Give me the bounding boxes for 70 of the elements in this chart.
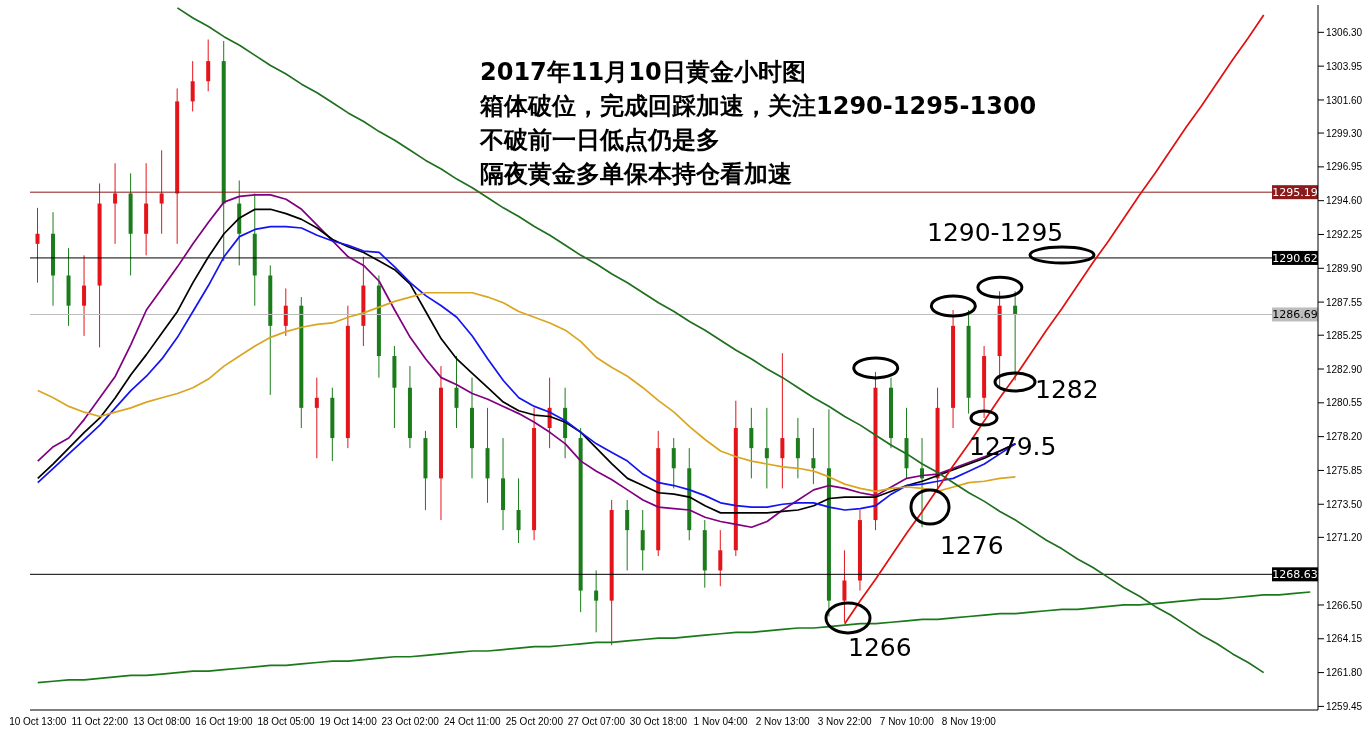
- candlestick: [190, 60, 195, 112]
- y-tick-label: 1287.55: [1326, 296, 1363, 308]
- annotation: 隔夜黄金多单保本持仓看加速: [480, 160, 792, 188]
- candlestick: [206, 39, 211, 92]
- candlestick: [795, 417, 800, 479]
- x-tick-label: 24 Oct 11:00: [444, 716, 501, 728]
- annotation: 1290-1295: [927, 218, 1064, 247]
- y-tick-label: 1296.95: [1326, 161, 1363, 173]
- y-tick-label: 1259.45: [1326, 700, 1363, 712]
- candlestick: [82, 254, 87, 337]
- annotation: 不破前一日低点仍是多: [479, 126, 720, 154]
- y-tick-label: 1285.25: [1326, 329, 1363, 341]
- candlestick: [594, 569, 599, 633]
- candlestick: [671, 437, 676, 489]
- x-tick-label: 13 Oct 08:00: [133, 716, 191, 728]
- candlestick: [454, 355, 459, 429]
- x-tick-label: 18 Oct 05:00: [257, 716, 316, 728]
- y-tick-label: 1271.20: [1326, 531, 1363, 543]
- annotation: 1279.5: [969, 432, 1057, 461]
- candlestick: [314, 377, 319, 459]
- y-tick-label: 1289.90: [1326, 262, 1363, 274]
- y-tick-label: 1273.50: [1326, 498, 1363, 510]
- x-tick-label: 27 Oct 07:00: [567, 716, 626, 728]
- candlestick: [749, 407, 754, 479]
- annotation: 1266: [848, 633, 912, 662]
- y-tick-label: 1261.80: [1326, 667, 1363, 679]
- ref-line-label: 1295.19: [1272, 186, 1318, 200]
- annotation: 箱体破位，完成回踩加速，关注1290-1295-1300: [479, 92, 1037, 120]
- x-tick-label: 16 Oct 19:00: [195, 716, 254, 728]
- x-tick-label: 7 Nov 10:00: [879, 716, 935, 728]
- candlestick: [35, 207, 40, 284]
- y-tick-label: 1264.15: [1326, 633, 1363, 645]
- y-tick-label: 1303.95: [1326, 60, 1363, 72]
- y-tick-label: 1301.60: [1326, 94, 1363, 106]
- y-tick-label: 1306.30: [1326, 26, 1363, 38]
- x-tick-label: 1 Nov 04:00: [693, 716, 748, 728]
- y-tick-label: 1294.60: [1326, 195, 1363, 207]
- ref-line-label: 1290.62: [1272, 251, 1318, 265]
- candlestick: [283, 287, 288, 337]
- x-tick-label: 30 Oct 18:00: [629, 716, 688, 728]
- candlestick: [640, 509, 645, 571]
- ref-line-label: 1268.63: [1272, 568, 1318, 582]
- x-tick-label: 23 Oct 02:00: [381, 716, 440, 728]
- y-tick-label: 1278.20: [1326, 431, 1363, 443]
- y-tick-label: 1299.30: [1326, 127, 1363, 139]
- candlestick: [764, 407, 769, 489]
- annotation: 1276: [940, 531, 1004, 560]
- text: 2017年11月10日黄金小时图: [480, 58, 806, 86]
- candlestick: [1013, 290, 1018, 382]
- y-tick-label: 1292.25: [1326, 229, 1363, 241]
- x-tick-label: 2 Nov 13:00: [755, 716, 811, 728]
- y-tick-label: 1275.85: [1326, 464, 1363, 476]
- candlestick: [811, 427, 816, 485]
- y-tick-label: 1266.50: [1326, 599, 1363, 611]
- x-tick-label: 25 Oct 20:00: [505, 716, 564, 728]
- y-tick-label: 1280.55: [1326, 397, 1363, 409]
- annotation: 1282: [1035, 375, 1099, 404]
- y-tick-label: 1282.90: [1326, 363, 1363, 375]
- x-tick-label: 10 Oct 13:00: [9, 716, 67, 728]
- candlestick: [718, 529, 723, 587]
- candlestick: [516, 477, 521, 544]
- candlestick: [780, 352, 785, 489]
- x-tick-label: 19 Oct 14:00: [319, 716, 378, 728]
- x-tick-label: 8 Nov 19:00: [941, 716, 997, 728]
- candlestick: [625, 499, 630, 571]
- candlestick: [113, 162, 118, 245]
- x-tick-label: 3 Nov 22:00: [817, 716, 873, 728]
- ref-line-label: 1286.69: [1272, 308, 1318, 322]
- candlestick: [159, 149, 164, 235]
- x-tick-label: 11 Oct 22:00: [71, 716, 129, 728]
